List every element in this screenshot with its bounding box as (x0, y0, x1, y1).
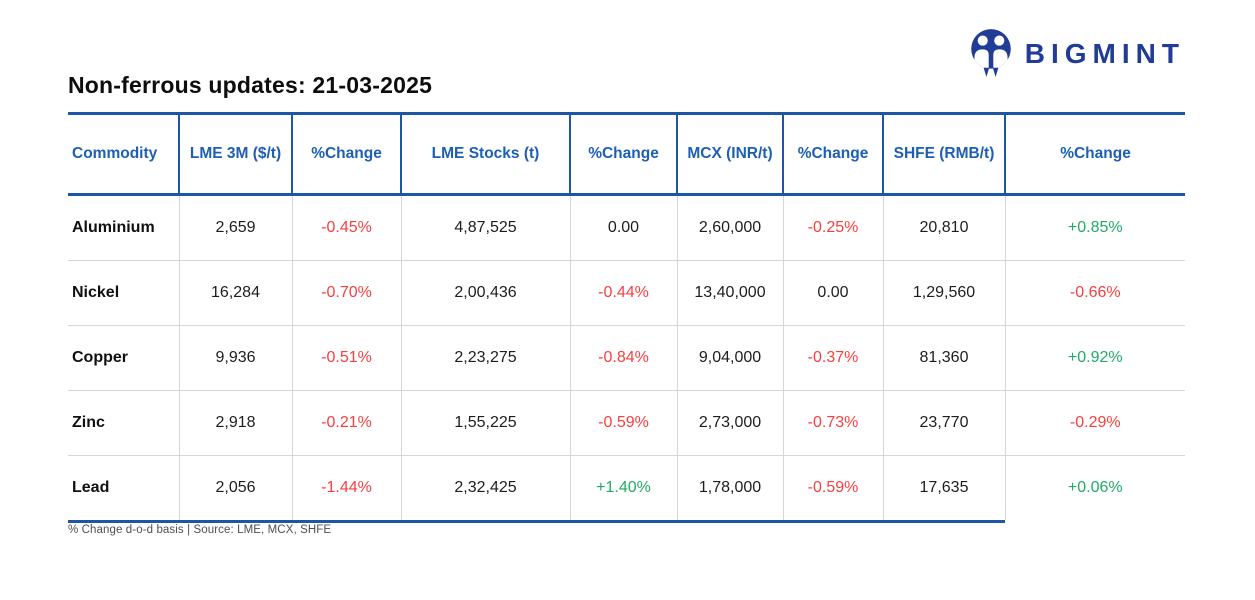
column-header-mcx: MCX (INR/t) (676, 113, 783, 195)
pct-change-positive: +0.92% (1004, 325, 1185, 391)
pct-change-negative: -0.51% (291, 325, 401, 391)
commodity-cell: Aluminium (72, 219, 155, 236)
value-cell: 1,55,225 (400, 390, 570, 456)
value-cell: 13,40,000 (676, 260, 783, 326)
value-cell: 1,29,560 (882, 260, 1005, 326)
value-cell: 2,659 (178, 194, 292, 261)
column-header-pct-change-3: %Change (782, 113, 883, 195)
pct-change-negative: -0.44% (569, 260, 677, 326)
pct-change-negative: -0.37% (782, 325, 883, 391)
pct-change-positive: +1.40% (569, 455, 677, 522)
value-cell: 2,60,000 (676, 194, 783, 261)
column-header-commodity: Commodity (72, 145, 158, 162)
table-row: Lead 2,056 -1.44% 2,32,425 +1.40% 1,78,000 -0.… (68, 455, 1185, 523)
pct-change-negative: -0.25% (782, 194, 883, 261)
pct-change-positive: +0.85% (1004, 194, 1185, 261)
value-cell: 2,056 (178, 455, 292, 522)
value-cell: 2,73,000 (676, 390, 783, 456)
table-row: Aluminium 2,659 -0.45% 4,87,525 0.00 2,60,000… (68, 194, 1185, 261)
pct-change-negative: -1.44% (291, 455, 401, 522)
value-cell: 17,635 (882, 455, 1005, 522)
commodity-cell: Copper (72, 349, 128, 366)
column-header-lme-stocks: LME Stocks (t) (400, 113, 570, 195)
table-row: Copper 9,936 -0.51% 2,23,275 -0.84% 9,04,000-… (68, 325, 1185, 391)
value-cell: 2,32,425 (400, 455, 570, 522)
commodity-cell: Zinc (72, 414, 105, 431)
value-cell: 2,00,436 (400, 260, 570, 326)
value-cell: 2,918 (178, 390, 292, 456)
value-cell: 2,23,275 (400, 325, 570, 391)
page-title: Non-ferrous updates: 21-03-2025 (68, 72, 433, 98)
table-row: Zinc 2,918 -0.21% 1,55,225 -0.59% 2,73,000 -0.… (68, 390, 1185, 456)
commodity-price-table: Commodity LME 3M ($/t) %Change LME Stock… (68, 112, 1185, 523)
table-body: Aluminium 2,659 -0.45% 4,87,525 0.00 2,60,000… (68, 194, 1185, 523)
value-cell: 9,936 (178, 325, 292, 391)
commodity-cell: Nickel (72, 284, 120, 301)
bigmint-logo-icon (971, 29, 1011, 77)
value-cell: 16,284 (178, 260, 292, 326)
column-header-lme-3m: LME 3M ($/t) (178, 113, 292, 195)
pct-change-negative: -0.59% (569, 390, 677, 456)
pct-change-negative: -0.29% (1004, 390, 1185, 456)
value-cell: 81,360 (882, 325, 1005, 391)
pct-change-negative: -0.73% (782, 390, 883, 456)
value-cell: 4,87,525 (400, 194, 570, 261)
value-cell: 20,810 (882, 194, 1005, 261)
pct-change-negative: -0.66% (1004, 260, 1185, 326)
commodity-cell: Lead (72, 479, 110, 496)
value-cell: 23,770 (882, 390, 1005, 456)
table-header-row: Commodity LME 3M ($/t) %Change LME Stock… (68, 113, 1185, 195)
column-header-shfe: SHFE (RMB/t) (882, 113, 1005, 195)
pct-change-flat: 0.00 (569, 194, 677, 261)
brand-logo: BIGMINT (968, 28, 1185, 79)
column-header-pct-change-1: %Change (291, 113, 401, 195)
brand-name: BIGMINT (1024, 37, 1185, 69)
table-row: Nickel 16,284 -0.70% 2,00,436 -0.44% 13,40,00… (68, 260, 1185, 326)
pct-change-negative: -0.84% (569, 325, 677, 391)
column-header-pct-change-2: %Change (569, 113, 677, 195)
value-cell: 9,04,000 (676, 325, 783, 391)
pct-change-negative: -0.59% (782, 455, 883, 522)
pct-change-negative: -0.21% (291, 390, 401, 456)
pct-change-positive: +0.06% (1004, 455, 1185, 523)
column-header-pct-change-4: %Change (1004, 113, 1185, 195)
pct-change-negative: -0.70% (291, 260, 401, 326)
table-header: Commodity LME 3M ($/t) %Change LME Stock… (68, 113, 1185, 195)
pct-change-negative: -0.45% (291, 194, 401, 261)
pct-change-flat: 0.00 (782, 260, 883, 326)
footnote: % Change d-o-d basis | Source: LME, MCX,… (68, 524, 332, 536)
value-cell: 1,78,000 (676, 455, 783, 522)
